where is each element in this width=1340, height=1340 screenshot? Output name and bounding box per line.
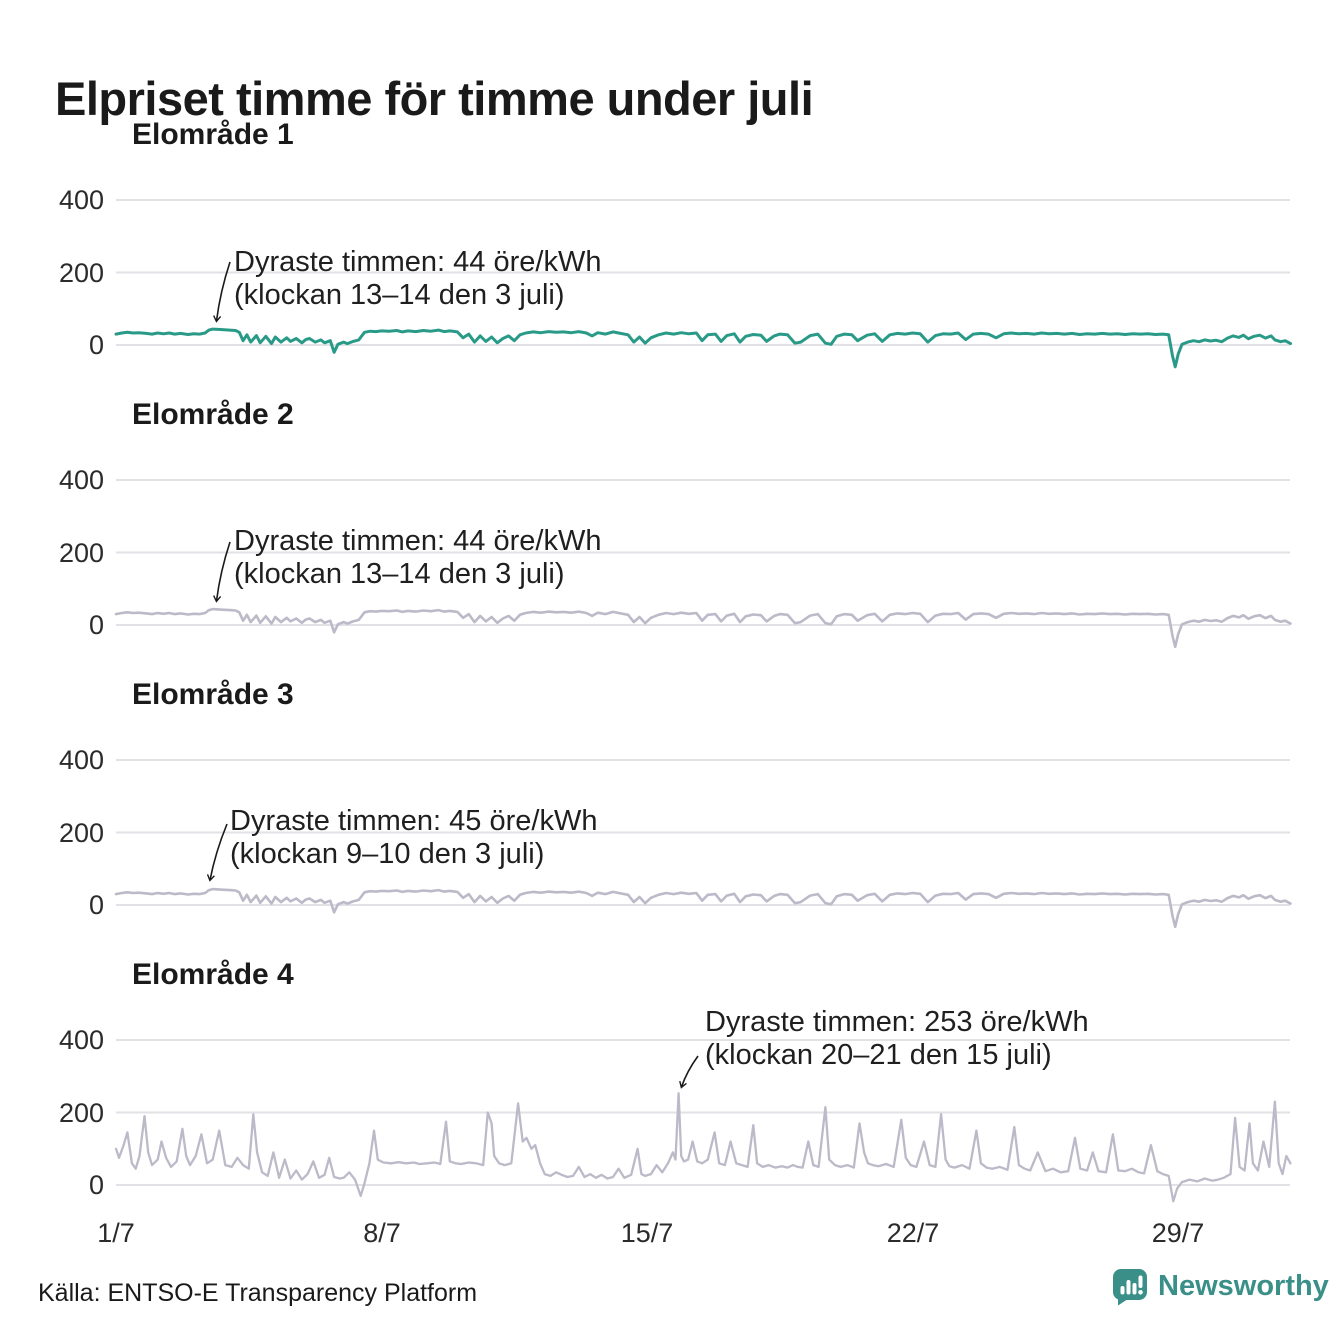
chart-elomrade-1: Elområde 1 Dyraste timmen: 44 öre/kWh (k… [0,118,1340,398]
series-line [114,1092,1292,1203]
chart-title-elomrade-1: Elområde 1 [132,118,294,151]
series-line [114,607,1292,649]
x-tick-label: 1/7 [97,1218,135,1248]
y-tick-label: 200 [58,257,104,288]
x-tick-label: 15/7 [620,1218,674,1248]
x-tick-label: 8/7 [363,1218,401,1248]
annotation-line2: (klockan 9–10 den 3 juli) [230,838,545,870]
y-tick-label: 0 [88,890,104,920]
annotation-elomrade-2: Dyraste timmen: 44 öre/kWh (klockan 13–1… [234,525,601,591]
y-tick-label: 200 [58,537,104,568]
y-tick-label: 400 [58,465,104,495]
x-tick-label: 29/7 [1151,1218,1205,1248]
chart-elomrade-3: Elområde 3 Dyraste timmen: 45 öre/kWh (k… [0,678,1340,958]
annotation-elomrade-3: Dyraste timmen: 45 öre/kWh (klockan 9–10… [230,805,597,871]
chart-title-elomrade-2: Elområde 2 [132,398,294,431]
y-tick-label: 400 [58,185,104,215]
annotation-line1: Dyraste timmen: 44 öre/kWh [234,525,602,557]
annotation-arrow [213,541,231,603]
annotation-line2: (klockan 13–14 den 3 juli) [234,558,565,590]
newsworthy-logo-icon [1113,1269,1147,1306]
y-tick-label: 0 [88,330,104,360]
annotation-arrow [679,1055,699,1089]
series-line [114,327,1292,369]
newsworthy-logo: Newsworthy [1110,1266,1329,1306]
annotation-line2: (klockan 20–21 den 15 juli) [705,1039,1052,1071]
y-tick-label: 200 [58,817,104,848]
annotation-line1: Dyraste timmen: 44 öre/kWh [234,246,602,278]
annotation-arrow [206,823,228,882]
annotation-line1: Dyraste timmen: 253 öre/kWh [705,1006,1089,1038]
annotation-elomrade-1: Dyraste timmen: 44 öre/kWh (klockan 13–1… [234,246,601,312]
chart-elomrade-2: Elområde 2 Dyraste timmen: 44 öre/kWh (k… [0,398,1340,678]
chart-title-elomrade-4: Elområde 4 [132,958,294,991]
brand-name: Newsworthy [1158,1269,1329,1302]
line-plot-elomrade-1 [114,199,1292,369]
series-line [114,887,1292,929]
line-plot-elomrade-3 [114,759,1292,929]
annotation-line2: (klockan 13–14 den 3 juli) [234,279,565,311]
x-tick-label: 22/7 [886,1218,940,1248]
y-tick-label: 0 [88,1170,104,1200]
x-axis: 1/7 8/7 15/7 22/7 29/7 [0,1218,1340,1254]
y-tick-label: 400 [58,745,104,775]
y-tick-label: 0 [88,610,104,640]
line-plot-elomrade-2 [114,479,1292,649]
annotation-elomrade-4: Dyraste timmen: 253 öre/kWh (klockan 20–… [705,1006,1089,1072]
source-text: Källa: ENTSO-E Transparency Platform [38,1279,478,1307]
y-tick-label: 400 [58,1025,104,1055]
annotation-arrow [213,261,231,323]
page-title: Elpriset timme för timme under juli [55,72,814,126]
y-tick-label: 200 [58,1097,104,1128]
chart-elomrade-4: Elområde 4 Dyraste timmen: 253 öre/kWh (… [0,958,1340,1238]
line-plot-elomrade-4 [114,1039,1292,1203]
chart-title-elomrade-3: Elområde 3 [132,678,294,711]
annotation-line1: Dyraste timmen: 45 öre/kWh [230,805,598,837]
